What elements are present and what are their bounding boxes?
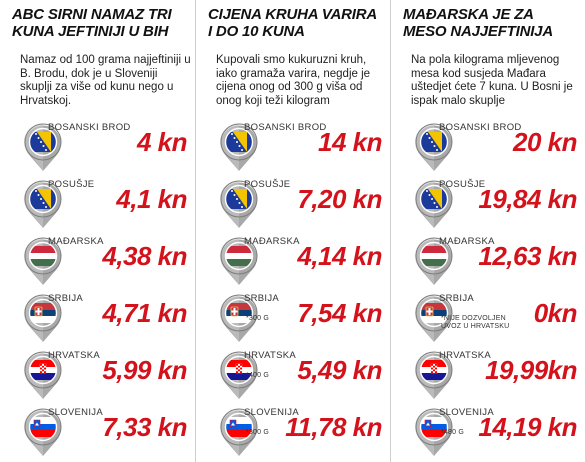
price-value: 7,20 kn [297,184,382,214]
price-row: POSUŠJE 4,1 kn [0,173,195,230]
title-line: Mađarska je za [403,6,534,23]
column-title: Cijena kruha varira i do 10 kuna [196,0,390,54]
flag-pin-icon [216,118,262,172]
footnote: *300 G [246,429,269,436]
country-label: BOSANSKI BROD [48,122,131,133]
country-label: SRBIJA [48,293,84,304]
flag-pin-icon [216,232,262,286]
country-label: SLOVENIJA [48,407,103,418]
price-row: MAĐARSKA 12,63 kn [391,230,585,287]
country-label: BOSANSKI BROD [439,122,522,133]
footnote: *300 G [246,315,269,322]
price-value: 14 kn [318,127,383,157]
country-label: MAĐARSKA [48,236,104,247]
column-meat: Mađarska je za meso najjeftinija Na pola… [390,0,585,462]
price-value: 14,19 kn [478,412,577,442]
price-row: SRBIJA *NIJE DOZVOLJEN UVOZ U HRVATSKU 0kn [391,287,585,344]
country-label: SRBIJA [244,293,280,304]
price-value: 4,71 kn [102,298,187,328]
flag-pin-icon [216,289,262,343]
column-bread: Cijena kruha varira i do 10 kuna Kupoval… [195,0,390,462]
country-label: HRVATSKA [244,350,297,361]
price-row: SLOVENIJA 7,33 kn [0,401,195,458]
price-row: BOSANSKI BROD 20 kn [391,116,585,173]
country-label: SRBIJA [439,293,475,304]
price-value: 12,63 kn [478,241,577,271]
column-title: ABC sirni namaz tri kuna jeftiniji u BiH [0,0,195,54]
price-row: SLOVENIJA *480 G 14,19 kn [391,401,585,458]
flag-pin-icon [20,289,66,343]
price-row: POSUŠJE 7,20 kn [196,173,390,230]
price-value: 4 kn [136,127,188,157]
title-line: Cijena kruha varira [208,6,377,23]
price-value: 5,49 kn [297,355,382,385]
flag-pin-icon [216,346,262,400]
price-value: 19,99kn [485,355,577,385]
price-row: HRVATSKA 19,99kn [391,344,585,401]
price-list: BOSANSKI BROD 20 kn POSUŠJE 19,84 kn MAĐARSK… [391,116,585,458]
price-row: BOSANSKI BROD 14 kn [196,116,390,173]
flag-pin-icon [216,175,262,229]
country-label: POSUŠJE [48,179,95,190]
flag-pin-icon [411,232,457,286]
column-title: Mađarska je za meso najjeftinija [391,0,585,54]
price-row: SRBIJA 4,71 kn [0,287,195,344]
column-cheese: ABC sirni namaz tri kuna jeftiniji u BiH… [0,0,195,462]
price-value: 4,38 kn [102,241,187,271]
price-row: MAĐARSKA 4,14 kn [196,230,390,287]
flag-pin-icon [20,175,66,229]
price-value: 7,54 kn [297,298,382,328]
country-label: SLOVENIJA [439,407,494,418]
country-label: HRVATSKA [439,350,492,361]
flag-pin-icon [20,403,66,457]
country-label: MAĐARSKA [439,236,495,247]
title-line: i do 10 kuna [208,23,305,40]
price-value: 11,78 kn [285,412,382,442]
column-intro: Kupovali smo kukuruzni kruh, iako gramaž… [216,54,371,107]
price-value: 4,1 kn [116,184,187,214]
price-row: MAĐARSKA 4,38 kn [0,230,195,287]
price-row: SLOVENIJA *300 G 11,78 kn [196,401,390,458]
flag-pin-icon [411,403,457,457]
price-row: POSUŠJE 19,84 kn [391,173,585,230]
country-label: MAĐARSKA [244,236,300,247]
flag-pin-icon [216,403,262,457]
price-value: 5,99 kn [102,355,187,385]
price-list: BOSANSKI BROD 14 kn POSUŠJE 7,20 kn MAĐARSKA… [196,116,390,458]
flag-pin-icon [411,118,457,172]
price-row: HRVATSKA 5,99 kn [0,344,195,401]
country-label: BOSANSKI BROD [244,122,327,133]
price-row: HRVATSKA *400 G 5,49 kn [196,344,390,401]
country-label: SLOVENIJA [244,407,299,418]
price-value: 19,84 kn [478,184,577,214]
footnote: *NIJE DOZVOLJEN UVOZ U HRVATSKU [441,315,510,330]
flag-pin-icon [411,346,457,400]
price-value: 4,14 kn [297,241,382,271]
flag-pin-icon [20,232,66,286]
country-label: POSUŠJE [439,179,486,190]
column-intro: Namaz od 100 grama najjeftiniji u B. Bro… [20,54,191,107]
flag-pin-icon [411,175,457,229]
price-value: 20 kn [513,127,578,157]
flag-pin-icon [20,346,66,400]
price-value: 0kn [533,298,578,328]
price-row: SRBIJA *300 G 7,54 kn [196,287,390,344]
flag-pin-icon [20,118,66,172]
price-value: 7,33 kn [102,412,187,442]
title-line: ABC sirni namaz tri [12,6,172,23]
flag-pin-icon [411,289,457,343]
price-list: BOSANSKI BROD 4 kn POSUŠJE 4,1 kn MAĐARSKA 4,… [0,116,195,458]
footnote: *480 G [441,429,464,436]
country-label: POSUŠJE [244,179,291,190]
country-label: HRVATSKA [48,350,101,361]
title-line: meso najjeftinija [403,23,553,40]
footnote: *400 G [246,372,269,379]
column-intro: Na pola kilograma mljevenog mesa kod sus… [411,54,573,107]
price-row: BOSANSKI BROD 4 kn [0,116,195,173]
title-line: kuna jeftiniji u BiH [12,23,169,40]
